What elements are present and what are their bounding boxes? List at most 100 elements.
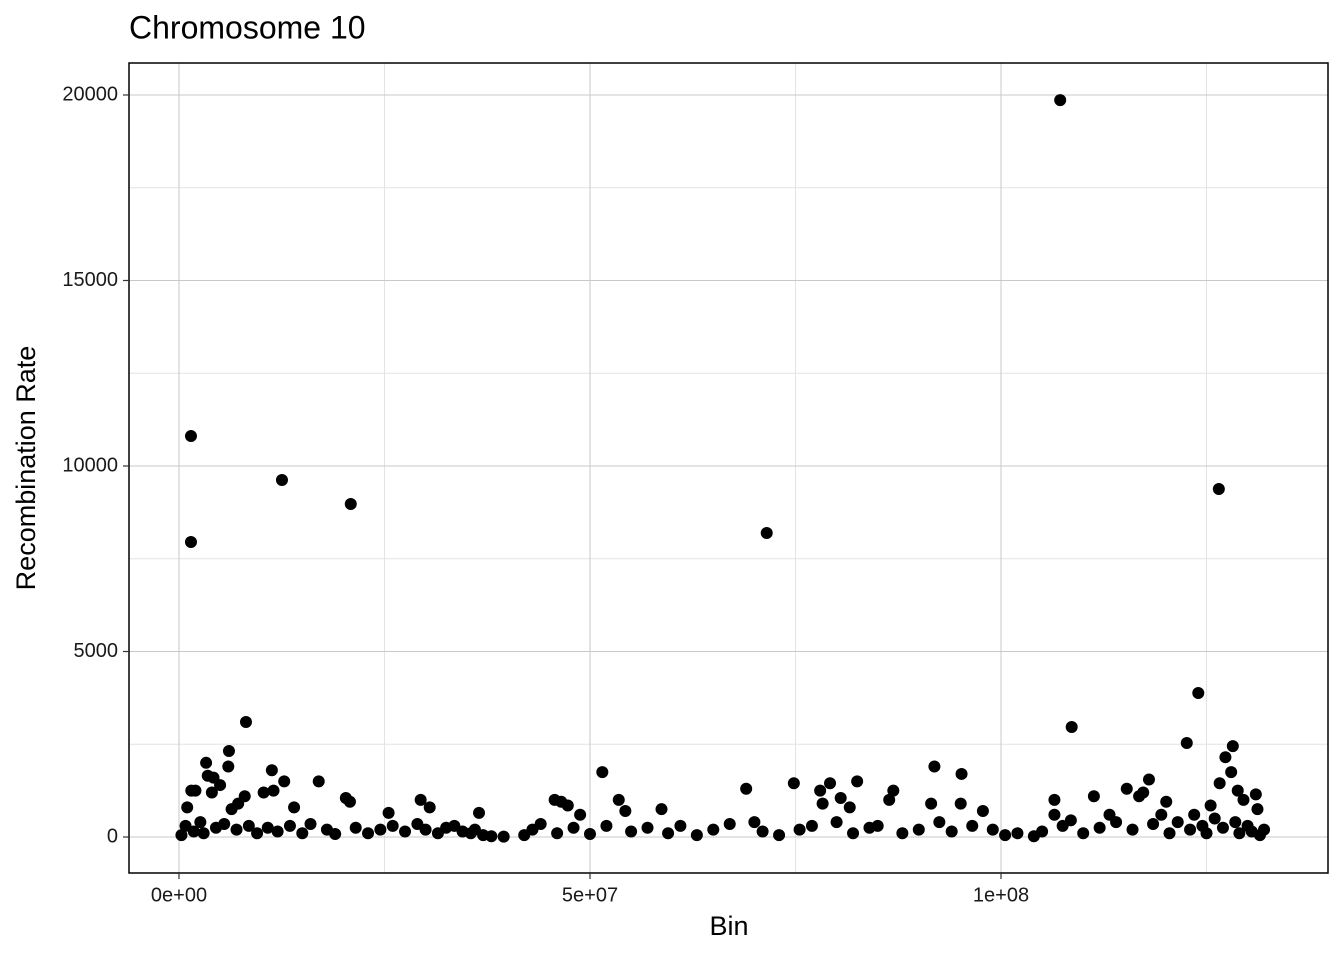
point: [1213, 777, 1226, 790]
x-tick-label: 5e+07: [562, 884, 618, 906]
point: [830, 816, 843, 829]
point: [707, 823, 720, 836]
point: [793, 823, 806, 836]
point: [773, 829, 786, 842]
point: [222, 745, 235, 758]
point: [275, 474, 288, 487]
point: [1180, 737, 1193, 750]
point: [296, 827, 309, 840]
point: [834, 792, 847, 805]
point: [344, 498, 357, 511]
point: [912, 823, 925, 836]
point: [1258, 823, 1271, 836]
point: [625, 825, 638, 838]
point: [596, 766, 609, 779]
point: [362, 827, 375, 840]
point: [399, 825, 412, 838]
point: [1160, 795, 1173, 808]
point: [288, 801, 301, 814]
point: [723, 818, 736, 831]
point: [1155, 808, 1168, 821]
point: [382, 806, 395, 819]
point: [423, 801, 436, 814]
point: [230, 823, 243, 836]
point: [214, 779, 227, 792]
point: [662, 827, 675, 840]
point: [567, 821, 580, 834]
point: [851, 775, 864, 788]
point: [312, 775, 325, 788]
point: [218, 818, 231, 831]
point: [966, 819, 979, 832]
point: [824, 777, 837, 790]
point: [485, 830, 498, 843]
point: [1163, 827, 1176, 840]
point: [954, 797, 967, 810]
point: [267, 784, 280, 797]
y-tick-label: 5000: [74, 640, 119, 662]
point: [1147, 818, 1160, 831]
point: [189, 784, 202, 797]
point: [787, 777, 800, 790]
point: [574, 808, 587, 821]
point: [271, 825, 284, 838]
point: [257, 786, 270, 799]
point: [222, 760, 235, 773]
point: [343, 795, 356, 808]
point: [414, 793, 427, 806]
point: [945, 825, 958, 838]
point: [600, 819, 613, 832]
point: [1233, 827, 1246, 840]
point: [1225, 766, 1238, 779]
point: [534, 818, 547, 831]
point: [896, 827, 909, 840]
points: [175, 94, 1271, 843]
point: [184, 536, 197, 549]
point: [329, 828, 342, 841]
point: [265, 764, 278, 777]
point: [740, 782, 753, 795]
point: [674, 819, 687, 832]
point: [251, 827, 264, 840]
point: [197, 827, 210, 840]
panel-border: [128, 62, 1329, 874]
point: [986, 823, 999, 836]
y-tick-label: 0: [107, 825, 118, 847]
point: [887, 784, 900, 797]
point: [239, 715, 252, 728]
point: [1212, 483, 1225, 496]
point: [205, 786, 218, 799]
point: [760, 527, 773, 540]
point: [871, 819, 884, 832]
point: [1226, 740, 1239, 753]
point: [238, 790, 251, 803]
point: [1237, 793, 1250, 806]
point: [1077, 827, 1090, 840]
point: [1126, 823, 1139, 836]
grid: [129, 63, 1328, 873]
point: [843, 801, 856, 814]
point: [1219, 751, 1232, 764]
point: [1249, 788, 1262, 801]
point: [1137, 786, 1150, 799]
y-tick-label: 10000: [62, 454, 118, 476]
point: [1011, 827, 1024, 840]
point: [473, 806, 486, 819]
point: [551, 827, 564, 840]
point: [374, 823, 387, 836]
point: [1208, 812, 1221, 825]
point: [261, 821, 274, 834]
point: [814, 784, 827, 797]
chart-title: Chromosome 10: [129, 9, 366, 45]
y-axis-title: Recombination Rate: [11, 346, 41, 591]
point: [1192, 687, 1205, 700]
point: [933, 816, 946, 829]
point: [1110, 816, 1123, 829]
point: [928, 760, 941, 773]
point: [181, 801, 194, 814]
point: [1087, 790, 1100, 803]
point: [304, 818, 317, 831]
point: [612, 793, 625, 806]
